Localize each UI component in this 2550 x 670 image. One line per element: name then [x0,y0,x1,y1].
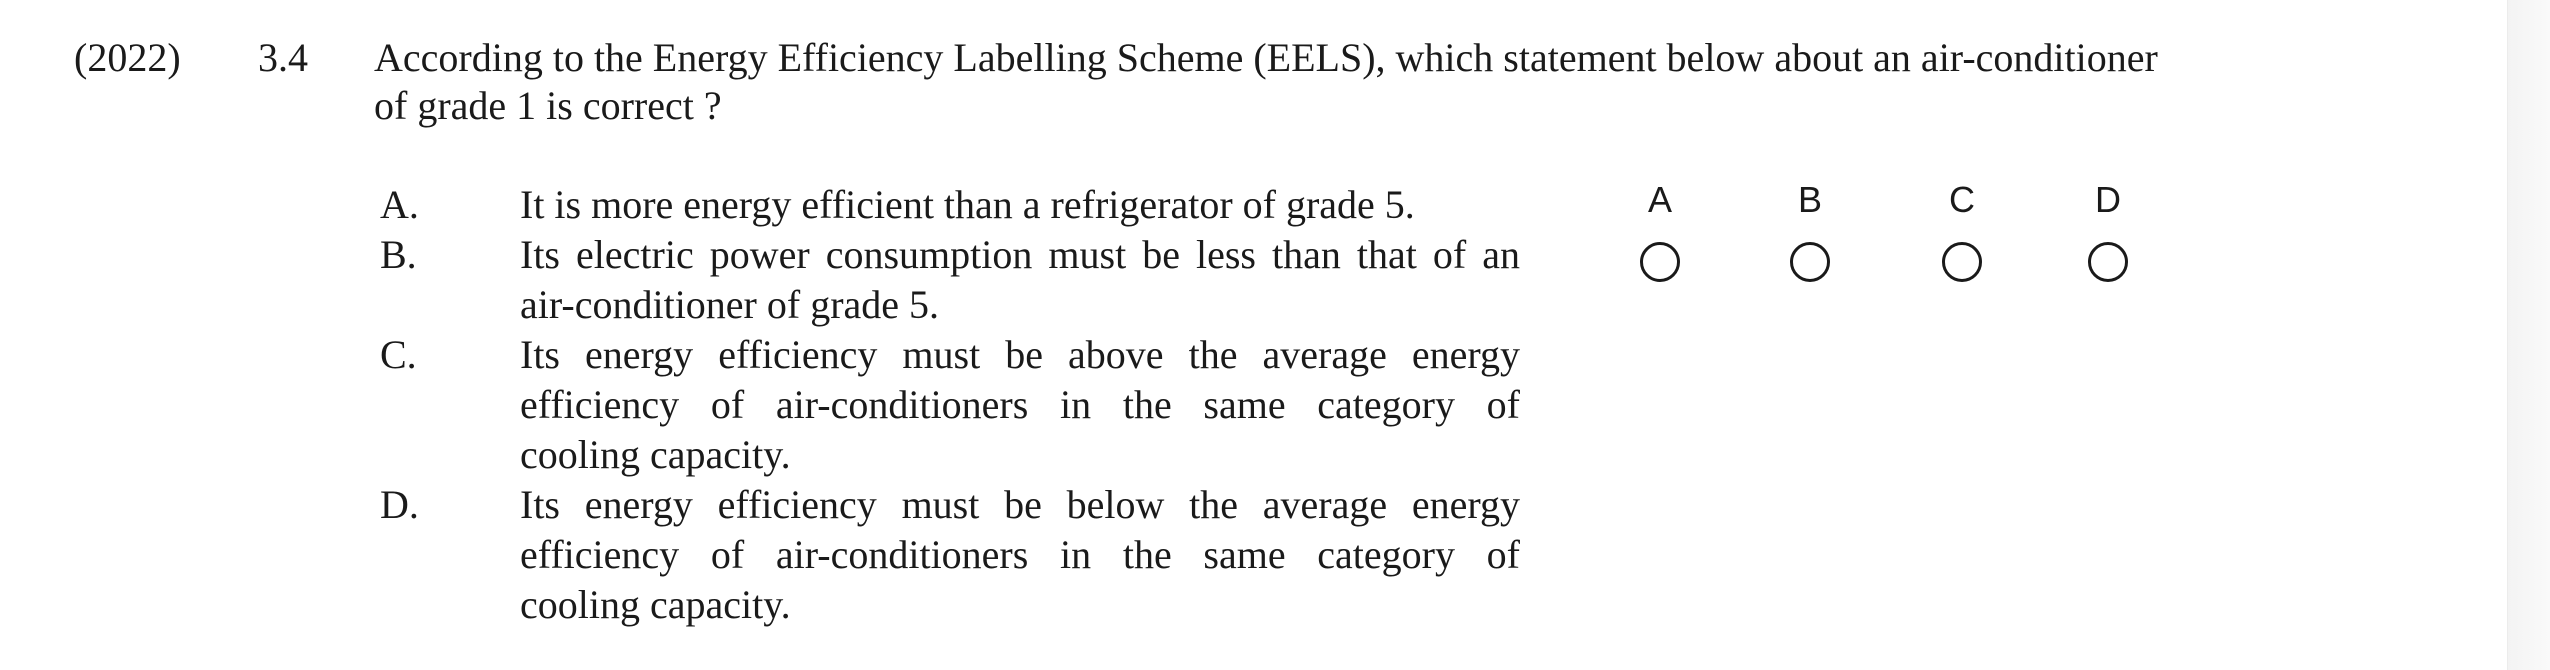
option-d: D. Its energy efficiency must be below t… [380,480,1530,630]
option-letter: C. [380,332,417,377]
option-text: Its energy efficiency must be below the … [520,480,1520,630]
option-text: Its energy efficiency must be above the … [520,330,1520,480]
question-stem-line: According to the Energy Efficiency Label… [374,35,2158,80]
option-text: It is more energy efficient than a refri… [520,180,1520,230]
option-line: cooling capacity. [520,432,791,477]
question-year: (2022) [74,35,181,80]
answer-bubbles: A B C D [1620,178,2160,308]
option-c: C. Its energy efficiency must be above t… [380,330,1530,480]
answer-label: A [1647,179,1672,220]
option-line: Its electric power consumption must be l… [520,232,1520,277]
option-letter: D. [380,482,419,527]
answer-label: B [1797,179,1822,220]
answer-choice-c: C [1922,178,2002,282]
option-text: Its electric power consumption must be l… [520,230,1520,330]
option-line: Its energy efficiency must be below the … [520,482,1520,527]
option-letter: B. [380,232,417,277]
option-line: efficiency of air-conditioners in the sa… [520,532,1520,577]
option-a: A. It is more energy efficient than a re… [380,180,1530,230]
question-number: 3.4 [258,35,308,80]
options-list: A. It is more energy efficient than a re… [380,180,1530,630]
answer-label: C [1949,179,1975,220]
answer-bubble-a[interactable] [1640,242,1680,282]
option-line: air-conditioner of grade 5. [520,282,940,327]
option-b: B. Its electric power consumption must b… [380,230,1530,330]
answer-label: D [2095,179,2121,220]
answer-bubble-b[interactable] [1790,242,1830,282]
option-letter: A. [380,182,419,227]
answer-bubble-c[interactable] [1942,242,1982,282]
answer-bubble-d[interactable] [2088,242,2128,282]
question-stem-line: of grade 1 is correct ? [374,83,722,128]
page-edge [2507,0,2550,670]
option-line: cooling capacity. [520,582,791,627]
question-stem: According to the Energy Efficiency Label… [374,34,2274,130]
option-line: efficiency of air-conditioners in the sa… [520,382,1520,427]
answer-choice-d: D [2068,178,2148,282]
option-line: Its energy efficiency must be above the … [520,332,1520,377]
answer-choice-b: B [1770,178,1850,282]
answer-choice-a: A [1620,178,1700,282]
option-line: It is more energy efficient than a refri… [520,182,1415,227]
